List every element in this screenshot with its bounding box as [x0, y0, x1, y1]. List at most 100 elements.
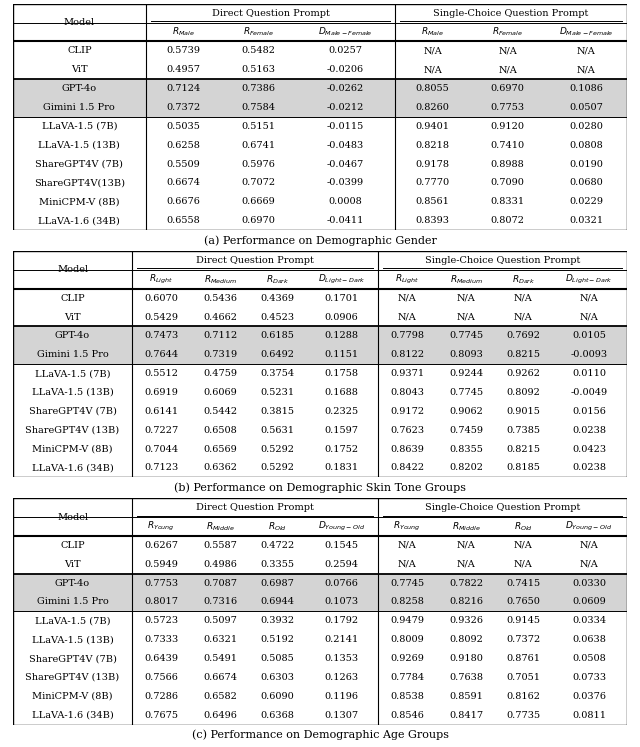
Text: 0.8591: 0.8591: [449, 692, 483, 701]
Text: N/A: N/A: [423, 46, 442, 55]
Text: 0.5292: 0.5292: [260, 444, 294, 453]
Text: 0.9120: 0.9120: [491, 122, 525, 131]
Text: 0.0423: 0.0423: [572, 444, 606, 453]
Text: 0.0105: 0.0105: [572, 332, 606, 341]
Text: 0.1263: 0.1263: [324, 673, 358, 682]
Text: Single-Choice Question Prompt: Single-Choice Question Prompt: [425, 503, 580, 512]
Text: 0.7459: 0.7459: [449, 426, 483, 435]
Text: 0.6069: 0.6069: [204, 388, 237, 397]
Text: 0.7638: 0.7638: [449, 673, 483, 682]
Text: 0.1688: 0.1688: [324, 388, 358, 397]
Text: 0.6303: 0.6303: [260, 673, 294, 682]
Text: 0.2594: 0.2594: [324, 560, 358, 568]
Text: 0.8988: 0.8988: [491, 160, 525, 169]
Text: 0.8215: 0.8215: [506, 350, 540, 359]
Text: N/A: N/A: [457, 294, 476, 303]
Text: 0.6258: 0.6258: [166, 140, 200, 149]
Text: LLaVA-1.5 (13B): LLaVA-1.5 (13B): [31, 635, 113, 644]
Text: 0.5231: 0.5231: [260, 388, 295, 397]
Text: 0.6185: 0.6185: [260, 332, 294, 341]
Text: 0.9326: 0.9326: [449, 616, 483, 625]
Text: 0.6674: 0.6674: [166, 179, 200, 187]
Text: -0.0115: -0.0115: [327, 122, 364, 131]
Text: 0.7584: 0.7584: [241, 103, 276, 112]
Text: Gimini 1.5 Pro: Gimini 1.5 Pro: [36, 598, 108, 607]
Text: MiniCPM-V (8B): MiniCPM-V (8B): [32, 444, 113, 453]
Text: N/A: N/A: [577, 65, 596, 74]
Text: 0.6676: 0.6676: [166, 197, 200, 206]
Text: LLaVA-1.5 (13B): LLaVA-1.5 (13B): [31, 388, 113, 397]
Bar: [13, 326, 627, 365]
Text: -0.0467: -0.0467: [327, 160, 364, 169]
Text: N/A: N/A: [457, 541, 476, 550]
Text: N/A: N/A: [514, 541, 533, 550]
Text: 0.7753: 0.7753: [144, 579, 179, 588]
Text: 0.6582: 0.6582: [204, 692, 237, 701]
Text: 0.5482: 0.5482: [241, 46, 276, 55]
Text: 0.6496: 0.6496: [204, 710, 237, 719]
Text: (c) Performance on Demographic Age Groups: (c) Performance on Demographic Age Group…: [191, 730, 449, 740]
Text: 0.5976: 0.5976: [242, 160, 275, 169]
Text: 0.8393: 0.8393: [415, 216, 450, 225]
Text: 0.0008: 0.0008: [329, 197, 362, 206]
Text: 0.8009: 0.8009: [390, 635, 424, 644]
Text: 0.1701: 0.1701: [324, 294, 358, 303]
Text: LLaVA-1.5 (7B): LLaVA-1.5 (7B): [35, 369, 110, 378]
Text: N/A: N/A: [514, 312, 533, 321]
Text: 0.0507: 0.0507: [570, 103, 603, 112]
Text: 0.7319: 0.7319: [204, 350, 237, 359]
Text: 0.7798: 0.7798: [390, 332, 424, 341]
Text: 0.5631: 0.5631: [260, 426, 294, 435]
Text: 0.0190: 0.0190: [570, 160, 603, 169]
Text: $D_{Male-Female}$: $D_{Male-Female}$: [559, 26, 614, 38]
Text: N/A: N/A: [514, 294, 533, 303]
Text: 0.7822: 0.7822: [449, 579, 483, 588]
Text: $R_{Male}$: $R_{Male}$: [421, 26, 444, 38]
Text: ShareGPT4V (7B): ShareGPT4V (7B): [29, 654, 116, 663]
Text: 0.8561: 0.8561: [416, 197, 449, 206]
Text: -0.0262: -0.0262: [327, 84, 364, 93]
Text: 0.1752: 0.1752: [324, 444, 358, 453]
Text: 0.7286: 0.7286: [144, 692, 179, 701]
Text: 0.9015: 0.9015: [506, 407, 540, 416]
Text: Direct Question Prompt: Direct Question Prompt: [196, 503, 314, 512]
Text: 0.7745: 0.7745: [449, 332, 483, 341]
Text: 0.7623: 0.7623: [390, 426, 424, 435]
Text: 0.8422: 0.8422: [390, 463, 424, 472]
Text: 0.8331: 0.8331: [491, 197, 525, 206]
Text: 0.0280: 0.0280: [570, 122, 603, 131]
Text: $R_{Young}$: $R_{Young}$: [393, 520, 421, 533]
Text: N/A: N/A: [580, 294, 598, 303]
Text: 0.5035: 0.5035: [166, 122, 200, 131]
Text: N/A: N/A: [397, 312, 417, 321]
Text: 0.7745: 0.7745: [390, 579, 424, 588]
Text: 0.6362: 0.6362: [204, 463, 237, 472]
Text: 0.0257: 0.0257: [328, 46, 363, 55]
Text: 0.6090: 0.6090: [260, 692, 294, 701]
Text: 0.5429: 0.5429: [144, 312, 179, 321]
Text: 0.0638: 0.0638: [572, 635, 606, 644]
Text: ShareGPT4V (7B): ShareGPT4V (7B): [29, 407, 116, 416]
Text: 0.5723: 0.5723: [144, 616, 179, 625]
Text: Model: Model: [57, 265, 88, 274]
Text: 0.1086: 0.1086: [570, 84, 603, 93]
Text: 0.7753: 0.7753: [491, 103, 525, 112]
Bar: [13, 79, 627, 117]
Text: 0.7566: 0.7566: [145, 673, 178, 682]
Text: 0.6919: 0.6919: [145, 388, 178, 397]
Text: 0.0680: 0.0680: [570, 179, 603, 187]
Text: 0.8092: 0.8092: [506, 388, 540, 397]
Text: 0.0376: 0.0376: [572, 692, 606, 701]
Text: LLaVA-1.5 (13B): LLaVA-1.5 (13B): [38, 140, 120, 149]
Text: 0.7123: 0.7123: [144, 463, 179, 472]
Text: 0.0110: 0.0110: [572, 369, 606, 378]
Text: $R_{Female}$: $R_{Female}$: [492, 26, 524, 38]
Text: 0.7227: 0.7227: [144, 426, 179, 435]
Text: ShareGPT4V(13B): ShareGPT4V(13B): [34, 179, 125, 187]
Text: 0.7087: 0.7087: [204, 579, 237, 588]
Text: 0.8043: 0.8043: [390, 388, 424, 397]
Text: 0.0766: 0.0766: [324, 579, 358, 588]
Text: 0.9145: 0.9145: [506, 616, 540, 625]
Text: 0.7372: 0.7372: [166, 103, 200, 112]
Text: 0.6070: 0.6070: [145, 294, 178, 303]
